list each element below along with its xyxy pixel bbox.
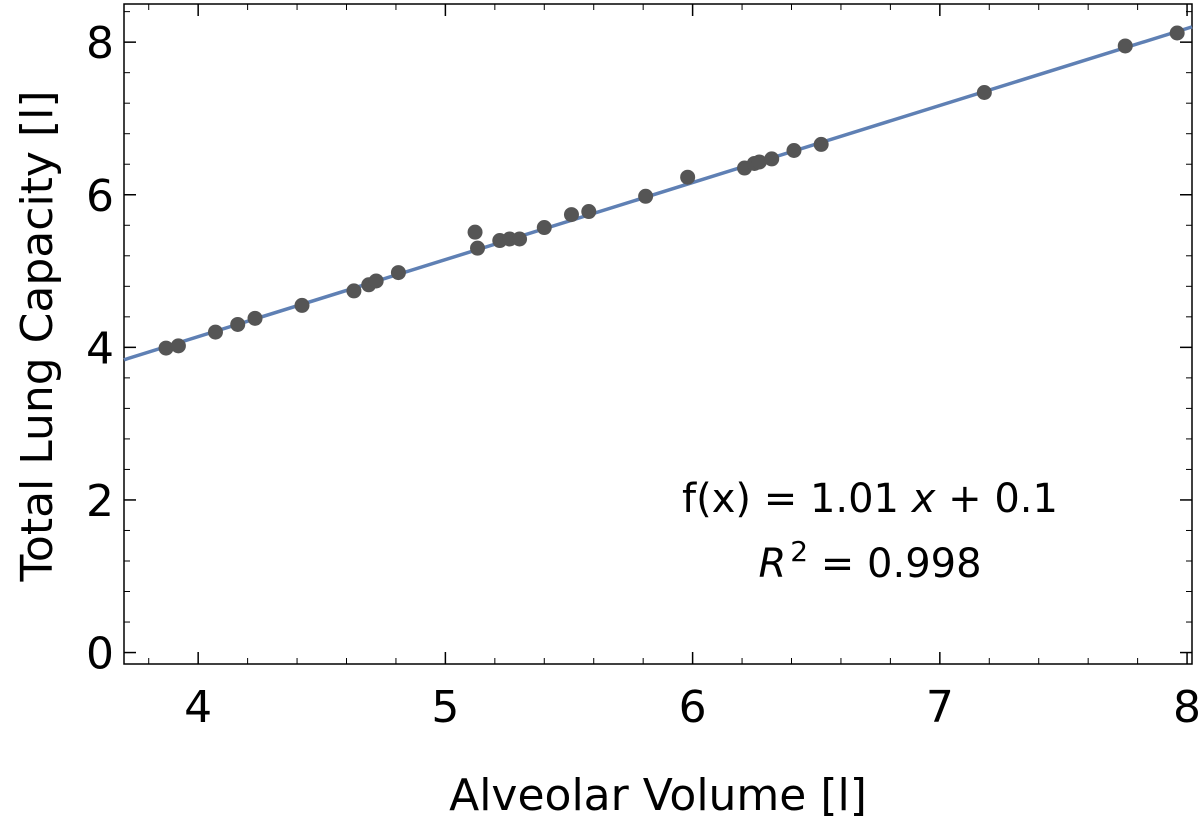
y-tick-label: 8 [86, 18, 114, 69]
y-tick-label: 6 [86, 171, 114, 222]
y-axis-title: Total Lung Capacity [l] [12, 90, 63, 582]
fit-equation: f(x) = 1.01 x + 0.1 [682, 476, 1058, 522]
data-point [563, 207, 579, 223]
x-tick-label: 4 [184, 682, 212, 733]
y-tick-label: 2 [86, 476, 114, 527]
minor-ticks [124, 4, 1192, 664]
x-axis-title: Alveolar Volume [l] [449, 770, 867, 821]
plot-frame [123, 3, 1193, 665]
data-point [170, 338, 186, 354]
y-tick-label: 0 [86, 629, 114, 680]
y-tick-label: 4 [86, 323, 114, 374]
x-tick-label: 7 [926, 682, 954, 733]
data-point [470, 240, 486, 256]
x-tick-label: 8 [1173, 682, 1200, 733]
data-point [294, 297, 310, 313]
data-point [581, 204, 597, 220]
major-ticks [124, 4, 1192, 664]
data-point [638, 188, 654, 204]
data-point [158, 340, 174, 356]
data-point [1169, 25, 1185, 41]
x-tick-label: 5 [431, 682, 459, 733]
data-point [390, 265, 406, 281]
data-point [207, 324, 223, 340]
data-point [467, 224, 483, 240]
data-point [346, 283, 362, 299]
y-tick-labels: 0 2 4 6 8 [86, 18, 114, 679]
data-point [813, 136, 829, 152]
data-points [158, 25, 1185, 356]
data-point [764, 151, 780, 167]
data-point [1117, 38, 1133, 54]
data-point [786, 142, 802, 158]
x-tick-label: 6 [679, 682, 707, 733]
data-point [247, 310, 263, 326]
x-tick-labels: 4 5 6 7 8 [184, 682, 1200, 733]
data-point [230, 316, 246, 332]
data-point [536, 220, 552, 236]
data-point [976, 85, 992, 101]
data-point [680, 169, 696, 185]
data-point [512, 231, 528, 247]
data-point [368, 273, 384, 289]
data-point [751, 154, 767, 170]
fit-line [123, 25, 1193, 362]
